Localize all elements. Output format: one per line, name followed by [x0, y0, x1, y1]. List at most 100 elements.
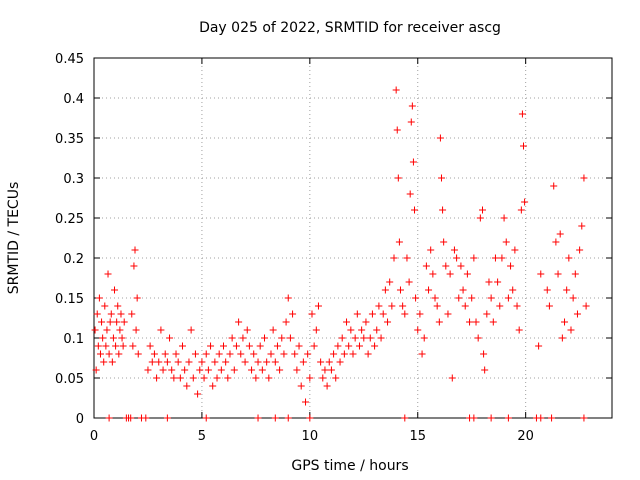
data-point: [416, 310, 424, 318]
data-point: [239, 334, 247, 342]
data-point: [535, 342, 543, 350]
data-point: [150, 350, 158, 358]
data-point: [425, 286, 433, 294]
data-point: [204, 366, 212, 374]
data-point: [267, 350, 275, 358]
data-point: [347, 326, 355, 334]
data-point: [258, 366, 266, 374]
data-point: [304, 350, 312, 358]
data-point: [511, 246, 519, 254]
data-point: [491, 254, 499, 262]
data-point: [250, 350, 258, 358]
data-point: [558, 334, 566, 342]
data-point: [327, 366, 335, 374]
data-point: [407, 118, 415, 126]
data-point: [302, 398, 310, 406]
data-point: [411, 206, 419, 214]
data-point: [112, 342, 120, 350]
data-point: [306, 414, 314, 422]
data-point: [198, 358, 206, 366]
data-point: [224, 374, 232, 382]
data-point: [345, 342, 353, 350]
chart-title: Day 025 of 2022, SRMTID for receiver asc…: [199, 20, 501, 36]
data-point: [241, 358, 249, 366]
data-point: [119, 342, 127, 350]
data-point: [248, 366, 256, 374]
data-point: [338, 334, 346, 342]
data-point: [325, 358, 333, 366]
data-point: [243, 326, 251, 334]
data-point: [109, 334, 117, 342]
data-point: [332, 374, 340, 382]
data-point: [308, 310, 316, 318]
data-point: [113, 318, 121, 326]
y-tick-label: 0.25: [55, 212, 84, 227]
data-point: [440, 238, 448, 246]
data-point: [399, 302, 407, 310]
data-point: [111, 286, 119, 294]
data-point: [406, 190, 414, 198]
data-point: [479, 206, 486, 214]
data-point: [101, 302, 109, 310]
y-tick-label: 0.05: [55, 372, 84, 387]
data-point: [379, 310, 387, 318]
data-point: [144, 366, 152, 374]
data-point: [297, 382, 305, 390]
data-point: [185, 358, 193, 366]
data-point: [450, 246, 458, 254]
data-point: [552, 238, 560, 246]
data-point: [481, 366, 489, 374]
data-point: [565, 254, 573, 262]
data-point: [120, 318, 128, 326]
data-point: [554, 270, 562, 278]
data-point: [556, 230, 564, 238]
data-point: [148, 358, 156, 366]
data-point: [401, 414, 409, 422]
y-tick-label: 0.45: [55, 52, 84, 67]
data-point: [209, 382, 217, 390]
data-point: [578, 222, 586, 230]
data-point: [487, 414, 495, 422]
data-point: [366, 334, 374, 342]
data-point: [98, 318, 106, 326]
y-tick-label: 0.1: [63, 332, 84, 347]
data-point: [373, 326, 381, 334]
data-point: [102, 342, 110, 350]
data-point: [543, 286, 551, 294]
data-point: [211, 358, 219, 366]
grid: [94, 58, 612, 418]
data-point: [504, 414, 512, 422]
data-point: [103, 326, 111, 334]
data-point: [286, 334, 294, 342]
data-point: [472, 318, 480, 326]
data-point: [442, 262, 450, 270]
data-point: [515, 326, 523, 334]
data-point: [548, 414, 556, 422]
data-point: [414, 326, 422, 334]
data-point: [537, 414, 545, 422]
data-point: [191, 350, 199, 358]
data-point: [580, 414, 588, 422]
data-point: [360, 334, 368, 342]
data-point: [386, 278, 394, 286]
data-point: [375, 302, 383, 310]
data-point: [146, 342, 154, 350]
data-point: [312, 326, 320, 334]
data-point: [115, 350, 123, 358]
data-point: [291, 350, 299, 358]
data-point: [107, 310, 115, 318]
data-point: [174, 358, 182, 366]
data-point: [194, 390, 202, 398]
y-tick-label: 0: [76, 412, 84, 427]
data-point: [131, 246, 139, 254]
data-point: [384, 318, 392, 326]
data-point: [117, 310, 125, 318]
data-point: [94, 342, 102, 350]
data-point: [252, 374, 260, 382]
data-point: [215, 350, 223, 358]
x-tick-label: 15: [409, 429, 426, 444]
data-point: [448, 374, 456, 382]
data-point: [396, 286, 404, 294]
data-point: [228, 334, 236, 342]
data-point: [446, 270, 454, 278]
